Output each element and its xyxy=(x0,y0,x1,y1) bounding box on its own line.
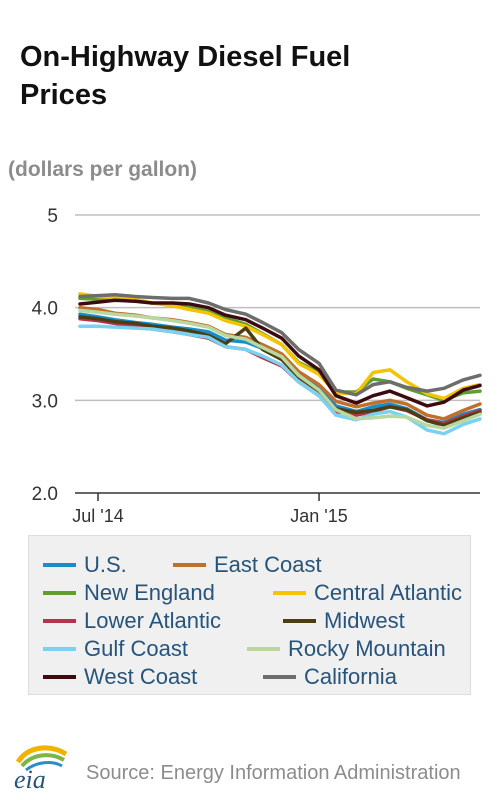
legend-swatch xyxy=(273,591,306,595)
y-tick-label: 4.0 xyxy=(32,299,58,320)
legend-label: Rocky Mountain xyxy=(288,636,446,661)
series-line-lower-atlantic xyxy=(78,317,482,426)
series-line-california xyxy=(78,292,482,397)
chart-title-line-2: Prices xyxy=(20,79,108,111)
legend-label: Central Atlantic xyxy=(314,580,462,605)
eia-logo: eia xyxy=(14,745,68,794)
y-tick-label: 5 xyxy=(47,206,58,227)
legend-item: Lower Atlantic xyxy=(43,608,221,634)
legend-item: Gulf Coast xyxy=(43,636,188,662)
series-line-rocky-mountain xyxy=(78,308,482,430)
legend-item: New England xyxy=(43,580,215,606)
legend-label: U.S. xyxy=(84,552,127,577)
legend-swatch xyxy=(43,591,76,595)
legend-swatch xyxy=(43,647,76,651)
series-line-midwest xyxy=(78,315,482,428)
legend-item: West Coast xyxy=(43,664,197,690)
legend-item: U.S. xyxy=(43,552,127,578)
series-line-west-coast xyxy=(78,298,482,408)
legend-label: California xyxy=(304,664,397,689)
series-lines xyxy=(78,292,482,436)
series-line-central-atlantic xyxy=(78,292,482,401)
legend-label: Gulf Coast xyxy=(84,636,188,661)
legend-swatch xyxy=(43,619,76,623)
y-axis-unit-label: (dollars per gallon) xyxy=(8,158,198,181)
y-tick-label: 2.0 xyxy=(32,484,58,505)
x-tick-label: Jan '15 xyxy=(290,506,347,526)
legend-label: Lower Atlantic xyxy=(84,608,221,633)
legend-item: California xyxy=(263,664,397,690)
legend-swatch xyxy=(43,563,76,567)
legend-swatch xyxy=(173,563,206,567)
chart-title-line-1: On-Highway Diesel Fuel xyxy=(20,41,351,73)
series-line-new-england xyxy=(78,296,482,403)
legend-item: East Coast xyxy=(173,552,322,578)
legend-swatch xyxy=(283,619,316,623)
legend-label: East Coast xyxy=(214,552,322,577)
x-tick-marks: Jul '14 Jan '15 xyxy=(72,493,348,526)
legend-label: Midwest xyxy=(324,608,405,633)
y-tick-label: 3.0 xyxy=(32,391,58,412)
legend-label: New England xyxy=(84,580,215,605)
legend-item: Midwest xyxy=(283,608,405,634)
legend-item: Rocky Mountain xyxy=(247,636,446,662)
svg-text:eia: eia xyxy=(14,765,46,794)
gridlines xyxy=(75,214,480,494)
legend-swatch xyxy=(263,675,296,679)
legend-label: West Coast xyxy=(84,664,198,689)
y-tick-labels: 5 4.0 3.0 2.0 xyxy=(32,206,58,505)
x-tick-label: Jul '14 xyxy=(72,506,123,526)
legend-swatch xyxy=(43,675,76,679)
legend-swatch xyxy=(247,647,280,651)
chart-legend: U.S. East Coast New England Central Atlanti… xyxy=(28,535,471,695)
source-note: Source: Energy Information Administratio… xyxy=(86,762,461,784)
line-chart: 5 4.0 3.0 2.0 Jul '14 Jan '15 xyxy=(32,206,482,526)
chart-title: On-Highway Diesel Fuel Prices xyxy=(20,38,440,114)
legend-item: Central Atlantic xyxy=(273,580,462,606)
